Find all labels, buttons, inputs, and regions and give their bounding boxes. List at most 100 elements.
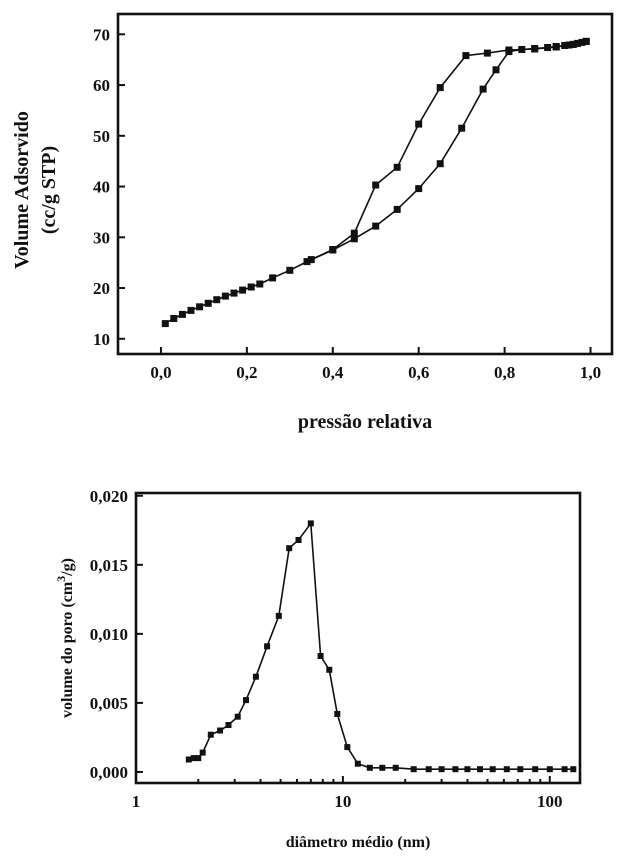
y-axis-title: volume do poro (cm3/g) xyxy=(54,558,76,718)
data-point xyxy=(426,766,432,772)
data-point xyxy=(394,206,401,213)
y-tick-label: 40 xyxy=(93,178,110,197)
y-tick-label: 10 xyxy=(93,330,110,349)
data-point xyxy=(547,766,553,772)
data-point xyxy=(570,41,577,48)
data-point xyxy=(256,281,263,288)
data-point xyxy=(562,766,568,772)
x-tick-label: 0,2 xyxy=(236,363,257,382)
x-tick-label: 1 xyxy=(132,792,141,811)
data-point xyxy=(248,284,255,291)
data-point xyxy=(296,537,302,543)
x-tick-label: 100 xyxy=(537,792,563,811)
data-point xyxy=(493,66,500,73)
x-tick-label: 10 xyxy=(334,792,351,811)
data-point xyxy=(213,296,220,303)
data-point xyxy=(437,160,444,167)
data-point xyxy=(286,545,292,551)
plot-frame xyxy=(136,493,580,783)
y-axis-title-pre: volume do poro (cm xyxy=(59,581,76,718)
data-point xyxy=(379,765,385,771)
data-point xyxy=(532,766,538,772)
data-point xyxy=(200,750,206,756)
data-point xyxy=(411,766,417,772)
y-tick-label: 0,005 xyxy=(90,694,128,713)
data-point xyxy=(264,643,270,649)
data-point xyxy=(517,766,523,772)
data-point xyxy=(415,121,422,128)
data-point xyxy=(393,765,399,771)
x-ticks: 0,0 0,2 0,4 0,6 0,8 1,0 xyxy=(150,347,601,382)
data-point xyxy=(326,667,332,673)
data-point xyxy=(253,674,259,680)
data-point xyxy=(243,697,249,703)
x-axis-title: pressão relativa xyxy=(298,411,432,433)
x-ticks: 1 10 100 xyxy=(132,776,563,811)
x-tick-label: 1,0 xyxy=(580,363,601,382)
data-point xyxy=(239,287,246,294)
data-point xyxy=(344,744,350,750)
y-tick-label: 0,000 xyxy=(90,763,128,782)
data-point xyxy=(179,311,186,318)
data-point xyxy=(329,246,336,253)
data-point xyxy=(439,766,445,772)
data-point xyxy=(477,766,483,772)
x-tick-label: 0,8 xyxy=(494,363,515,382)
data-point xyxy=(355,761,361,767)
y-axis-title-line2: (cc/g STP) xyxy=(38,146,60,234)
data-point xyxy=(351,230,358,237)
data-point xyxy=(188,307,195,314)
data-point xyxy=(458,125,465,132)
y-tick-label: 30 xyxy=(93,228,110,247)
data-point xyxy=(504,766,510,772)
data-point xyxy=(195,755,201,761)
y-tick-label: 60 xyxy=(93,76,110,95)
data-point xyxy=(505,47,512,54)
y-axis-title-post: /g) xyxy=(59,558,76,577)
data-point xyxy=(394,164,401,171)
y-tick-label: 0,015 xyxy=(90,556,128,575)
data-point xyxy=(276,613,282,619)
y-ticks: 10 20 30 40 50 60 70 xyxy=(93,25,125,348)
pore-distribution-chart: 1 10 100 0,000 0,005 0,010 0,015 0,020 diâmetr… xyxy=(54,487,580,851)
y-tick-label: 0,010 xyxy=(90,625,128,644)
data-point xyxy=(208,732,214,738)
x-tick-label: 0,4 xyxy=(322,363,344,382)
data-point xyxy=(480,86,487,93)
data-point xyxy=(205,300,212,307)
data-point xyxy=(286,267,293,274)
series-line-1 xyxy=(189,523,574,769)
data-point xyxy=(235,714,241,720)
data-point xyxy=(196,303,203,310)
series-group xyxy=(186,520,577,772)
data-point xyxy=(570,766,576,772)
data-point xyxy=(415,185,422,192)
series-group xyxy=(162,38,590,327)
data-point xyxy=(318,653,324,659)
data-point xyxy=(490,766,496,772)
y-tick-label: 70 xyxy=(93,25,110,44)
isotherm-chart: 0,0 0,2 0,4 0,6 0,8 1,0 10 20 30 40 50 60 70 pressã… xyxy=(11,14,612,433)
data-point xyxy=(217,728,223,734)
data-point xyxy=(308,520,314,526)
data-point xyxy=(553,44,560,51)
data-point xyxy=(372,182,379,189)
data-point xyxy=(269,274,276,281)
data-point xyxy=(162,320,169,327)
data-point xyxy=(372,223,379,230)
data-point xyxy=(464,766,470,772)
data-point xyxy=(308,256,315,263)
data-point xyxy=(452,766,458,772)
data-point xyxy=(484,50,491,57)
data-point xyxy=(437,84,444,91)
x-tick-label: 0,6 xyxy=(408,363,429,382)
x-tick-label: 0,0 xyxy=(150,363,171,382)
y-tick-label: 20 xyxy=(93,279,110,298)
data-point xyxy=(231,290,238,297)
data-point xyxy=(170,315,177,322)
data-point xyxy=(367,765,373,771)
y-tick-label: 50 xyxy=(93,127,110,146)
y-tick-label: 0,020 xyxy=(90,487,128,506)
data-point xyxy=(226,722,232,728)
data-point xyxy=(531,46,538,53)
